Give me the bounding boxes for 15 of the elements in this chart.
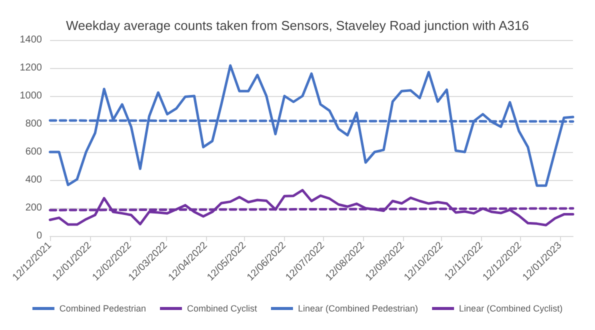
legend-label: Combined Cyclist [186, 304, 258, 314]
y-tick-label: 600 [25, 146, 42, 158]
y-tick-label: 1200 [20, 62, 42, 74]
y-tick-label: 800 [25, 118, 42, 130]
line-series [48, 64, 574, 187]
y-tick-label: 400 [25, 174, 42, 186]
y-tick-label: 1400 [20, 34, 42, 46]
y-tick-label: 200 [25, 202, 42, 214]
legend-label: Linear (Combined Pedestrian) [298, 304, 418, 314]
chart-title: Weekday average counts taken from Sensors, Staveley Road junction with A316 [66, 18, 529, 33]
line-series [48, 188, 574, 226]
legend-label: Linear (Combined Cyclist) [459, 304, 563, 314]
legend-label: Combined Pedestrian [59, 304, 146, 314]
y-tick-label: 1000 [20, 90, 42, 102]
y-tick-label: 0 [36, 230, 42, 242]
